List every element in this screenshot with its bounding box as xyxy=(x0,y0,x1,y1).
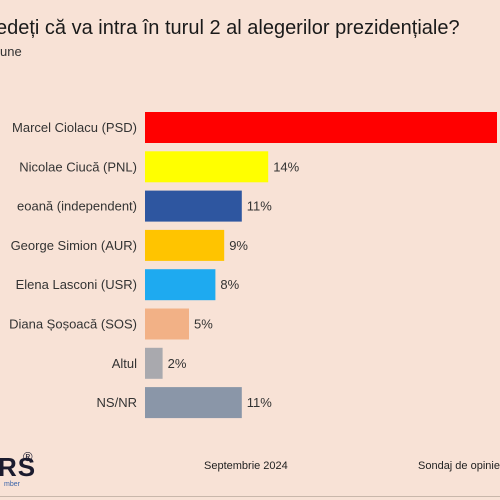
value-label-1: 14% xyxy=(273,159,299,174)
footer-source: Sondaj de opinie xyxy=(418,460,500,472)
value-label-5: 5% xyxy=(194,317,213,332)
category-label-7: NS/NR xyxy=(97,395,137,410)
value-label-6: 2% xyxy=(168,356,187,371)
value-label-7: 11% xyxy=(247,395,272,410)
bar-1 xyxy=(145,151,269,183)
bar-7 xyxy=(145,387,242,419)
category-label-2: eoană (independent) xyxy=(17,199,137,214)
footer-date: Septembrie 2024 xyxy=(204,460,288,472)
value-label-3: 9% xyxy=(229,238,248,253)
value-label-4: 8% xyxy=(220,277,239,292)
bar-4 xyxy=(145,269,216,301)
value-label-2: 11% xyxy=(247,199,272,214)
bar-2 xyxy=(145,190,242,222)
category-label-0: Marcel Ciolacu (PSD) xyxy=(12,120,137,135)
category-label-5: Diana Șoșoacă (SOS) xyxy=(9,317,137,332)
category-label-3: George Simion (AUR) xyxy=(11,238,137,253)
category-label-4: Elena Lasconi (USR) xyxy=(16,277,137,292)
footer-divider xyxy=(0,496,500,497)
bar-3 xyxy=(145,229,225,261)
logo: RS xyxy=(0,452,37,482)
bar-chart: Marcel Ciolacu (PSD) Nicolae Ciucă (PNL) 1… xyxy=(9,112,497,419)
chart-subtitle: une xyxy=(0,44,22,59)
bar-0 xyxy=(145,112,497,143)
category-label-1: Nicolae Ciucă (PNL) xyxy=(19,159,137,174)
bar-5 xyxy=(145,308,189,340)
bar-6 xyxy=(145,347,163,379)
logo-subtext: mber xyxy=(4,481,20,488)
category-label-6: Altul xyxy=(112,356,137,371)
logo-registered-mark: ® xyxy=(23,449,33,464)
chart-title: edeți că va intra în turul 2 al alegeril… xyxy=(0,17,460,39)
